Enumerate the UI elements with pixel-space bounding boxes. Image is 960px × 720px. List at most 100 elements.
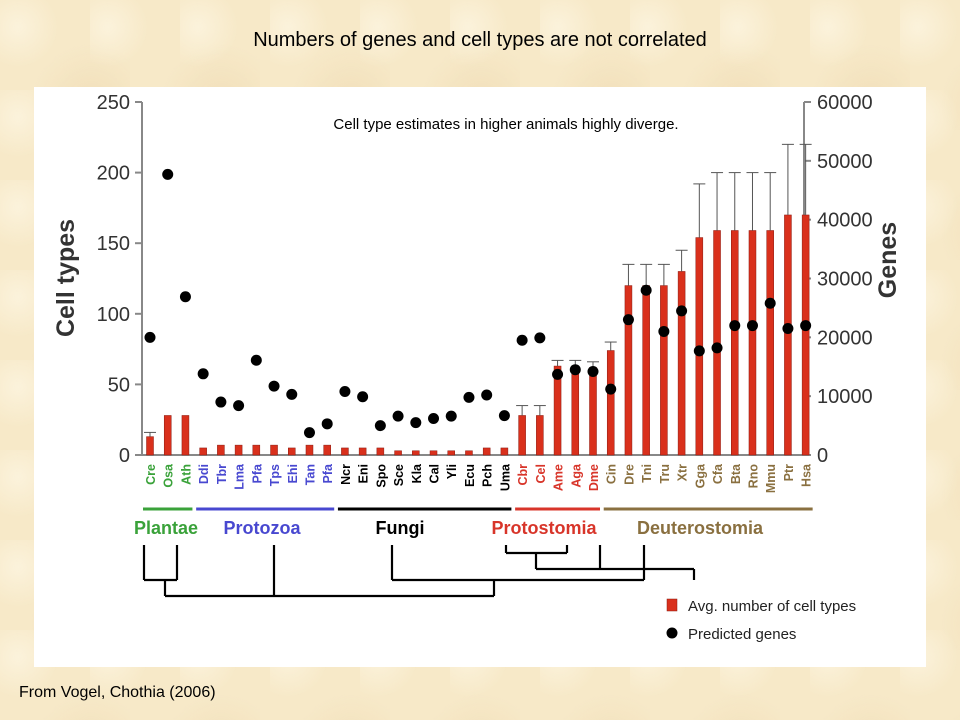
bar	[199, 447, 207, 456]
category-label: Tan	[303, 464, 317, 485]
category-label: Cre	[144, 464, 158, 485]
bar	[358, 447, 367, 456]
category-label: Dre	[622, 464, 636, 485]
bar	[677, 271, 686, 456]
axes: 0 50 100 150 200 250 0 10000 20000 30000 40000 5000…	[52, 92, 902, 467]
bar	[146, 436, 154, 456]
bar	[660, 285, 668, 456]
gene-dot	[286, 388, 298, 400]
gene-dot	[445, 410, 457, 422]
gene-dot	[764, 297, 776, 309]
category-label: Bta	[729, 463, 743, 484]
category-label: Mmu	[764, 464, 778, 493]
category-label: Pfa	[321, 463, 335, 484]
gene-dot	[587, 365, 599, 377]
phylogeny-tree	[142, 545, 696, 598]
gene-dot	[782, 323, 794, 335]
bar	[323, 444, 331, 456]
bar	[766, 230, 774, 456]
bar	[518, 415, 526, 456]
bar	[571, 365, 580, 456]
category-label: Tni	[640, 464, 654, 483]
gene-dot	[481, 389, 493, 401]
category-label: Gga	[693, 463, 707, 488]
gene-dot	[233, 400, 245, 412]
category-label: Ame	[552, 464, 566, 491]
bar	[376, 447, 385, 456]
category-label: Ddi	[197, 464, 211, 484]
bar	[412, 450, 420, 456]
left-tick-label: 200	[97, 163, 130, 185]
category-label: Pfa	[250, 463, 264, 484]
category-labels: Cre Osa Ath Ddi Tbr Lma Pfa Tps Ehi Tan Pfa Ncr Eni S…	[144, 463, 814, 493]
gene-dot	[268, 380, 280, 392]
gene-dot	[605, 383, 617, 395]
category-label: Cbr	[516, 464, 530, 486]
bar	[181, 415, 190, 456]
bar	[500, 447, 509, 456]
left-tick-label: 250	[97, 92, 130, 114]
category-label: Aga	[569, 463, 583, 488]
bar	[536, 415, 544, 456]
gene-dot	[428, 413, 440, 425]
error-bars	[144, 143, 812, 437]
gene-dot	[746, 320, 758, 332]
category-label: Cal	[428, 464, 442, 483]
group-label: Protostomia	[491, 518, 597, 538]
gene-dot	[693, 345, 705, 357]
category-label: Yli	[445, 464, 459, 479]
category-label: Spo	[374, 464, 388, 488]
gene-dot	[658, 325, 670, 337]
gene-dot	[321, 418, 333, 430]
gene-dot	[800, 320, 812, 332]
right-tick-label: 60000	[817, 92, 873, 114]
gene-dot	[729, 320, 741, 332]
category-label: Tru	[658, 464, 672, 483]
bar	[589, 367, 597, 456]
bar	[606, 350, 615, 456]
bar	[217, 444, 225, 456]
gene-dot	[162, 168, 174, 180]
gene-dot	[410, 417, 422, 429]
right-tick-label: 0	[817, 445, 828, 467]
left-tick-label: 50	[108, 374, 130, 396]
chart-panel: 0 50 100 150 200 250 0 10000 20000 30000 40000 5000…	[34, 87, 926, 667]
chart-annotation: Cell type estimates in higher animals hi…	[333, 116, 678, 133]
right-tick-label: 10000	[817, 386, 873, 408]
category-label: Ncr	[339, 464, 353, 485]
group-labels: Plantae Protozoa Fungi Protostomia Deuterost…	[134, 507, 813, 538]
group-label: Protozoa	[223, 518, 301, 538]
gene-dot	[498, 410, 510, 422]
bar	[288, 447, 296, 456]
right-tick-label: 40000	[817, 210, 873, 232]
gene-dot	[179, 291, 191, 303]
group-label: Deuterostomia	[637, 518, 764, 538]
bar	[305, 444, 314, 456]
category-label: Dme	[587, 464, 601, 491]
category-label: Cin	[605, 464, 619, 484]
gene-dot	[516, 334, 528, 346]
bar	[482, 447, 491, 456]
bar	[429, 450, 438, 456]
bar	[731, 230, 739, 456]
bar	[748, 230, 757, 456]
left-tick-label: 150	[97, 233, 130, 255]
gene-dot	[711, 342, 723, 354]
gene-dot	[215, 396, 227, 408]
gene-dot	[640, 284, 652, 296]
bar	[394, 450, 402, 456]
bar	[801, 214, 810, 456]
y-axis-label: Cell types	[52, 219, 80, 337]
gene-dot	[339, 385, 351, 397]
legend-bar-swatch	[666, 598, 678, 612]
bar	[341, 447, 349, 456]
gene-dot	[197, 368, 209, 380]
legend: Avg. number of cell types Predicted genes	[666, 598, 856, 643]
gene-dot	[250, 354, 262, 366]
category-label: Kla	[410, 463, 424, 484]
gene-dot	[303, 427, 315, 439]
category-label: Cfa	[711, 463, 725, 484]
legend-bar-label: Avg. number of cell types	[688, 598, 856, 615]
legend-dot-label: Predicted genes	[688, 626, 796, 643]
category-label: Lma	[233, 463, 247, 490]
